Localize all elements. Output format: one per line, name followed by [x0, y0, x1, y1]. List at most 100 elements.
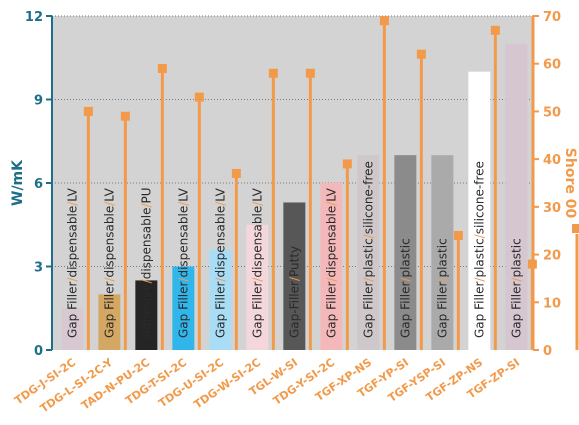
left-axis-ticks: 0 3 6 9 12: [25, 10, 52, 359]
bar-label-separator: /: [287, 276, 301, 281]
legend-marker: [572, 224, 579, 233]
bar-label-part: LV: [213, 187, 227, 201]
bar: [468, 71, 491, 351]
bar-label: Gap Filler/dispensable/LV: [102, 187, 116, 338]
bar-label-part: Putty: [287, 246, 301, 277]
bar-label-part: Gap Filler: [65, 282, 79, 338]
right-tick-label: 40: [543, 153, 561, 168]
bar-label-separator: /: [213, 201, 227, 206]
hardness-marker: [268, 68, 278, 78]
hardness-marker: [83, 106, 93, 116]
bar-label: Gap Filler/plastic: [398, 238, 412, 338]
bar-label-separator: /: [176, 201, 190, 206]
hardness-marker: [379, 16, 389, 26]
bar-label-separator: /: [102, 201, 116, 206]
right-tick-label: 50: [543, 105, 561, 120]
hardness-marker: [120, 111, 130, 121]
hardness-marker: [305, 68, 315, 78]
bar-label: Gap Filler/dispensable/LV: [250, 187, 264, 338]
hardness-marker: [490, 25, 500, 35]
left-axis-title: W/mK: [10, 159, 26, 206]
hardness-marker: [416, 49, 426, 59]
right-tick-label: 70: [543, 10, 561, 25]
bar-label-part: dispensable: [102, 206, 116, 278]
right-axis-title: Shore 00: [562, 148, 578, 219]
bar-label-part: dispensable: [65, 206, 79, 278]
bar-label-part: LV: [102, 187, 116, 201]
bar-label-separator: /: [324, 277, 338, 282]
bar: [394, 155, 417, 350]
bar-label: Gap Filler/plastic/silicone-free: [472, 161, 486, 338]
bar-label-separator: /: [435, 277, 449, 282]
bar-label-separator: /: [102, 277, 116, 282]
bar: [172, 266, 195, 350]
bar-label: Gap-Filler/Putty: [287, 246, 301, 338]
bar-label-part: LV: [176, 187, 190, 201]
bar-label-separator: /: [213, 277, 227, 282]
bar-label-part: Gap Filler: [435, 282, 449, 338]
bar-label-part: Gap Filler: [398, 282, 412, 338]
bar-label-part: Gap Filler: [213, 282, 227, 338]
bar-label-part: LV: [250, 187, 264, 201]
bar-label: Gap Filler/dispensable/LV: [213, 187, 227, 338]
bar-label-separator: /: [65, 201, 79, 206]
bar: [246, 224, 269, 350]
bar-label-part: Gap Filler: [361, 282, 375, 338]
bar-label-part: LV: [324, 187, 338, 201]
bar-label-separator: /: [361, 277, 375, 282]
bar: [209, 249, 232, 350]
right-tick-label: 60: [543, 58, 561, 73]
bar: [431, 155, 454, 350]
bar-label-part: plastic: [472, 238, 486, 277]
bar: [283, 202, 306, 350]
bar-label-part: dispensable: [139, 208, 153, 280]
bar-label-separator: /: [472, 233, 486, 238]
bar-label-part: plastic: [398, 238, 412, 277]
bar-label-part: Adhesive: [139, 283, 153, 338]
bar-label-part: plastic: [509, 238, 523, 277]
bar-label-part: Gap-Filler: [287, 281, 301, 338]
bar-label-separator: /: [324, 201, 338, 206]
bar-label-part: dispensable: [250, 206, 264, 278]
bar-label-part: Gap Filler: [509, 282, 523, 338]
right-tick-label: 20: [543, 249, 561, 264]
hardness-marker: [453, 230, 463, 240]
bar-label-part: silicone-free: [361, 161, 375, 234]
bar-label-separator: /: [361, 233, 375, 238]
left-tick-label: 6: [34, 177, 43, 192]
bar-label-separator: /: [65, 277, 79, 282]
bar-label-part: PU: [139, 187, 153, 203]
bar-label-separator: /: [398, 277, 412, 282]
bar-label-separator: /: [250, 277, 264, 282]
left-tick-label: 9: [34, 94, 43, 109]
bar-label-part: dispensable: [324, 206, 338, 278]
right-axis-ticks: 0 10 20 30 40 50 60 70: [533, 10, 561, 359]
bar-label-part: dispensable: [176, 206, 190, 278]
bar-label-part: Gap Filler: [472, 282, 486, 338]
hardness-marker: [342, 159, 352, 169]
bar: [98, 294, 121, 350]
bar: [61, 308, 84, 350]
bar-label-separator: /: [139, 203, 153, 208]
bar-label: Gap Filler/dispensable/LV: [324, 187, 338, 338]
right-tick-label: 30: [543, 201, 561, 216]
bar-label-part: plastic: [435, 238, 449, 277]
bar-label-part: LV: [65, 187, 79, 201]
bar-label-separator: /: [472, 277, 486, 282]
bar-label-separator: /: [250, 201, 264, 206]
bar-label: Gap Filler/plastic: [509, 238, 523, 338]
category-labels: TDG-J-SI-2CTDG-L-SI-2C-YTAD-N-PU-2CTDG-T…: [12, 355, 522, 415]
bar-label: Gap Filler/plastic: [435, 238, 449, 338]
hardness-marker: [231, 168, 241, 178]
bar-label-part: Gap Filler: [324, 282, 338, 338]
bar-label-part: silicone-free: [472, 161, 486, 234]
bar-label: Gap Filler/dispensable/LV: [176, 187, 190, 338]
hardness-markers-group: [83, 16, 537, 350]
bar-label-separator: /: [509, 277, 523, 282]
right-tick-label: 0: [543, 344, 552, 359]
left-tick-label: 0: [34, 344, 43, 359]
bar-label-part: Gap Filler: [250, 282, 264, 338]
bar-label-part: dispensable: [213, 206, 227, 278]
bars-group: [61, 43, 528, 351]
